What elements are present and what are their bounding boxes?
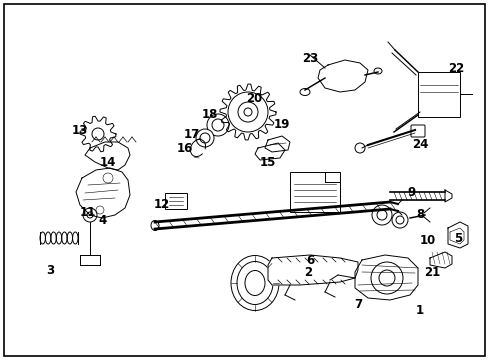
Text: 2: 2 — [304, 266, 311, 279]
FancyBboxPatch shape — [417, 72, 459, 117]
Text: 11: 11 — [80, 206, 96, 219]
Circle shape — [87, 212, 93, 218]
Text: 6: 6 — [305, 253, 313, 266]
Text: 17: 17 — [183, 129, 200, 141]
Text: 18: 18 — [202, 108, 218, 122]
Text: 14: 14 — [100, 156, 116, 168]
Text: 4: 4 — [99, 213, 107, 226]
Polygon shape — [449, 228, 463, 244]
Polygon shape — [80, 116, 116, 152]
Circle shape — [378, 270, 394, 286]
Circle shape — [200, 133, 209, 143]
Circle shape — [244, 108, 251, 116]
Circle shape — [196, 129, 214, 147]
Text: 5: 5 — [453, 231, 461, 244]
Circle shape — [227, 92, 267, 132]
Circle shape — [96, 206, 104, 214]
Ellipse shape — [237, 261, 272, 305]
Circle shape — [376, 210, 386, 220]
Ellipse shape — [373, 68, 381, 74]
Polygon shape — [254, 143, 285, 160]
Circle shape — [212, 119, 224, 131]
Circle shape — [354, 143, 364, 153]
Text: 22: 22 — [447, 62, 463, 75]
Polygon shape — [354, 255, 417, 300]
Circle shape — [206, 114, 228, 136]
Text: 3: 3 — [46, 264, 54, 276]
Ellipse shape — [299, 89, 309, 95]
FancyBboxPatch shape — [164, 193, 186, 209]
Text: 15: 15 — [259, 156, 276, 168]
Text: 24: 24 — [411, 139, 427, 152]
Ellipse shape — [230, 256, 279, 310]
Circle shape — [103, 173, 113, 183]
Text: 21: 21 — [423, 266, 439, 279]
Text: 12: 12 — [154, 198, 170, 211]
FancyBboxPatch shape — [410, 125, 424, 137]
FancyBboxPatch shape — [289, 172, 339, 212]
Polygon shape — [429, 252, 451, 268]
Ellipse shape — [244, 270, 264, 296]
Text: 19: 19 — [273, 118, 289, 131]
Polygon shape — [267, 255, 357, 285]
Circle shape — [83, 208, 97, 222]
Polygon shape — [220, 84, 275, 140]
Polygon shape — [444, 190, 451, 202]
Polygon shape — [447, 222, 467, 248]
Circle shape — [238, 102, 258, 122]
Text: 13: 13 — [72, 123, 88, 136]
Circle shape — [391, 212, 407, 228]
Polygon shape — [76, 168, 130, 218]
Text: 8: 8 — [415, 208, 423, 221]
Text: 20: 20 — [245, 91, 262, 104]
Polygon shape — [85, 142, 130, 170]
Text: 7: 7 — [353, 298, 361, 311]
Circle shape — [371, 205, 391, 225]
Text: 9: 9 — [407, 185, 415, 198]
Circle shape — [395, 216, 403, 224]
Text: 1: 1 — [415, 303, 423, 316]
Text: 23: 23 — [301, 51, 318, 64]
Polygon shape — [317, 60, 367, 92]
Circle shape — [92, 128, 104, 140]
Polygon shape — [264, 136, 289, 152]
Text: 10: 10 — [419, 234, 435, 247]
Circle shape — [370, 262, 402, 294]
Ellipse shape — [151, 221, 159, 230]
Text: 16: 16 — [177, 141, 193, 154]
